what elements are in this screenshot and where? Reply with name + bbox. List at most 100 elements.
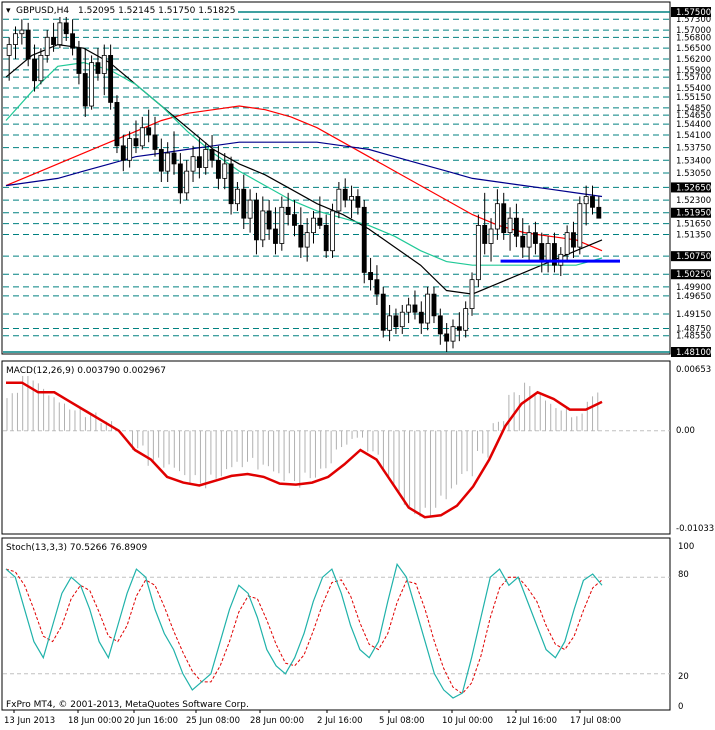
candle-body (89, 62, 95, 107)
candle-body (330, 210, 335, 252)
candle-body (38, 55, 44, 82)
macd-scale-zero: 0.00 (676, 426, 695, 436)
macd-scale-bottom: -0.01033 (676, 524, 714, 534)
main-panel[interactable] (1, 1, 671, 355)
candle-body (406, 304, 412, 313)
macd-plot (3, 373, 670, 519)
candle-body (133, 138, 139, 147)
candle-body (311, 217, 316, 234)
stoch-scale-100: 100 (678, 542, 694, 552)
candle-body (6, 44, 12, 56)
candle-body (114, 102, 120, 147)
price-label: 1.52300 (676, 196, 711, 206)
candle-body (279, 206, 285, 244)
candle-body (437, 315, 443, 335)
chart-menu-icon[interactable]: ▾ (6, 6, 11, 16)
stoch-signal-line (5, 568, 603, 695)
price-label: 1.48100 (676, 348, 711, 358)
candle-body (368, 272, 374, 281)
macd-signal-line (6, 381, 603, 519)
candle-body (57, 22, 63, 45)
candle-body (393, 315, 399, 328)
time-label: 13 Jun 2013 (4, 716, 55, 726)
time-axis: 13 Jun 2013 18 Jun 00:00 20 Jun 16:00 25 Ju… (4, 710, 621, 726)
candle-body (241, 188, 247, 219)
time-label: 2 Jul 16:00 (317, 716, 363, 726)
price-label: 1.51650 (676, 220, 711, 230)
price-label-bg (671, 269, 711, 280)
candle-body (349, 196, 354, 201)
candle-body (127, 138, 133, 161)
stoch-label: Stoch(13,3,3) 70.5266 76.8909 (6, 543, 147, 553)
candle-body (298, 225, 304, 248)
candle-body (374, 279, 380, 295)
candle-body (13, 33, 18, 45)
candle-body (571, 232, 576, 248)
time-label: 12 Jul 16:00 (506, 716, 557, 726)
candle-body (171, 152, 177, 165)
candle-body (520, 235, 526, 248)
stoch-plot (3, 562, 670, 699)
stoch-main-line (5, 562, 603, 699)
candle-body (317, 217, 323, 226)
price-label: 1.53400 (676, 156, 711, 166)
candle-body (120, 145, 126, 161)
candle-body (184, 170, 190, 194)
candle-body (63, 22, 69, 35)
price-label: 1.49900 (676, 283, 711, 293)
price-levels (3, 11, 670, 353)
candle-body (165, 152, 171, 172)
candle-body (475, 225, 481, 281)
price-label: 1.53050 (676, 169, 711, 179)
price-label: 1.56200 (676, 55, 711, 65)
candle-body (545, 243, 551, 262)
candle-body (336, 188, 342, 212)
price-label: 1.57000 (676, 26, 711, 36)
price-label-bg (671, 347, 711, 357)
candle-body (463, 308, 469, 331)
candle-body (215, 159, 221, 179)
candle-body (425, 293, 431, 324)
price-label: 1.54400 (676, 120, 711, 130)
candle-body (444, 333, 450, 342)
price-label: 1.55400 (676, 84, 711, 94)
candle-body (70, 33, 76, 49)
time-label: 17 Jul 08:00 (570, 716, 621, 726)
candle-body (513, 217, 519, 237)
macd-label: MACD(12,26,9) 0.003790 0.002967 (6, 366, 166, 376)
candle-body (260, 210, 266, 241)
candle-body (482, 225, 488, 244)
price-label: 1.50750 (676, 252, 711, 262)
candle-body (469, 279, 475, 309)
candle-body (583, 196, 589, 205)
price-label-bg (671, 251, 711, 262)
candle-body (25, 29, 31, 60)
price-label: 1.57500 (676, 8, 711, 18)
candle-body (552, 243, 557, 266)
candle-body (247, 199, 253, 219)
price-label: 1.55900 (676, 66, 711, 76)
candle-body (431, 293, 437, 317)
candle-body (387, 315, 393, 331)
candle-body (101, 55, 107, 74)
price-label-bg (671, 182, 711, 193)
candle-body (266, 210, 272, 230)
candle-body (539, 243, 545, 262)
candle-body (44, 36, 50, 56)
time-label: 28 Jun 00:00 (250, 716, 304, 726)
stoch-panel[interactable] (1, 537, 671, 711)
candle-body (564, 232, 570, 255)
copyright-footer: FxPro MT4, © 2001-2013, MetaQuotes Softw… (6, 700, 249, 710)
time-label: 20 Jun 16:00 (124, 716, 178, 726)
candle-body (285, 206, 291, 215)
candle-body (507, 217, 513, 234)
price-label: 1.50250 (676, 270, 711, 280)
symbol-label: GBPUSD,H4 (16, 6, 69, 16)
candle-body (209, 149, 215, 161)
price-label: 1.51350 (676, 230, 711, 240)
price-label-bg (671, 7, 711, 17)
time-label: 5 Jul 08:00 (379, 716, 425, 726)
candle-body (596, 206, 602, 219)
stoch-scale-20: 20 (678, 672, 689, 682)
